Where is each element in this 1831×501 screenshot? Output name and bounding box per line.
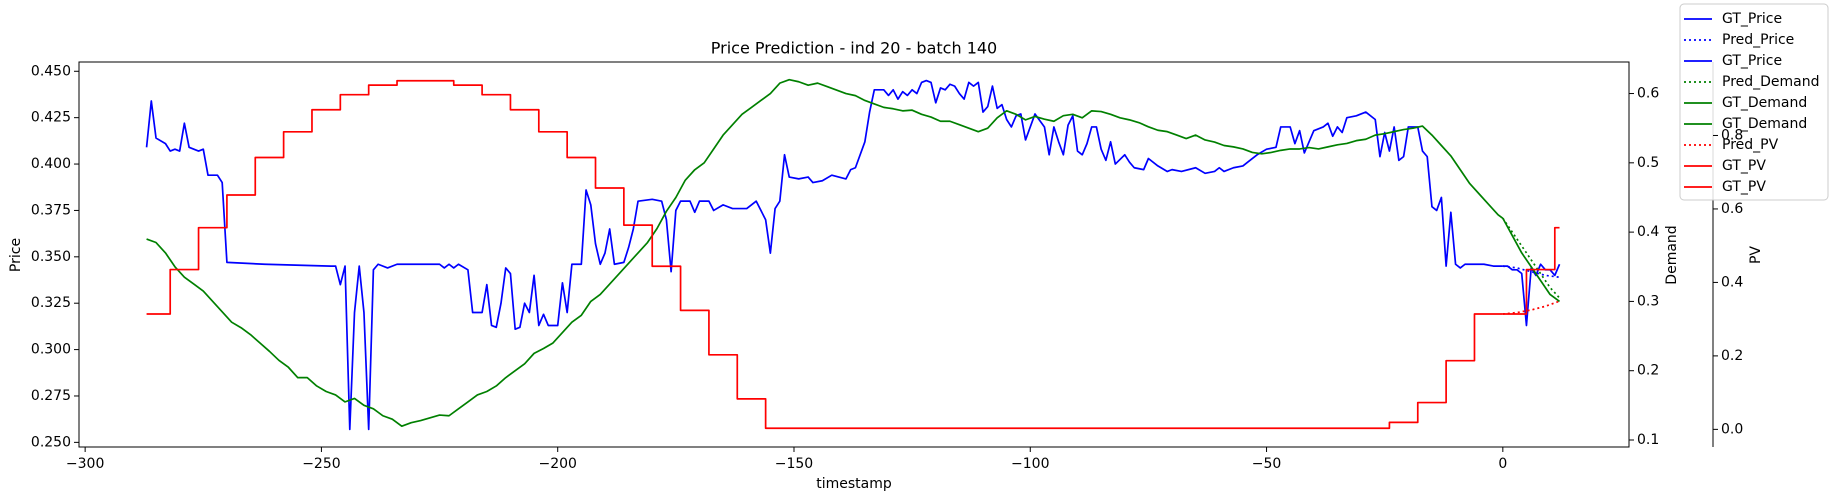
legend-label: GT_PV xyxy=(1722,158,1766,174)
legend-label: GT_Demand xyxy=(1722,116,1807,132)
chart-title: Price Prediction - ind 20 - batch 140 xyxy=(711,39,997,58)
legend-label: GT_Price xyxy=(1722,11,1782,27)
series-line xyxy=(1502,217,1561,303)
y-axis-label: Price xyxy=(8,238,24,272)
y3-tick-label: 0.8 xyxy=(1721,127,1743,143)
y-tick-label: 0.300 xyxy=(31,342,71,358)
y-tick-label: 0.275 xyxy=(31,388,71,404)
y-tick-label: 0.400 xyxy=(31,156,71,172)
y-tick-label: 0.325 xyxy=(31,295,71,311)
y2-tick-label: 0.2 xyxy=(1637,363,1659,379)
series-line xyxy=(146,78,1504,427)
x-tick-label: −100 xyxy=(1011,456,1049,472)
y2-tick-label: 0.4 xyxy=(1637,224,1659,240)
plot-area xyxy=(145,78,1561,431)
y-tick-label: 0.350 xyxy=(31,249,71,265)
series-line xyxy=(1502,217,1561,299)
x-tick-label: −250 xyxy=(302,456,340,472)
y2-axis-label: Demand xyxy=(1664,225,1680,284)
series-line xyxy=(1502,226,1560,315)
y-tick-label: 0.425 xyxy=(31,110,71,126)
legend-label: Pred_Price xyxy=(1722,32,1794,48)
y2-tick-label: 0.1 xyxy=(1637,432,1659,448)
y3-tick-label: 0.6 xyxy=(1721,201,1743,217)
x-tick-label: 0 xyxy=(1498,456,1507,472)
y2-tick-label: 0.5 xyxy=(1637,155,1659,171)
y2-tick-label: 0.3 xyxy=(1637,293,1659,309)
y2-tick-label: 0.6 xyxy=(1637,86,1659,102)
y-tick-label: 0.450 xyxy=(31,63,71,79)
legend-label: Pred_PV xyxy=(1722,137,1779,153)
y-tick-label: 0.250 xyxy=(31,434,71,450)
legend-label: GT_PV xyxy=(1722,179,1766,195)
legend-label: GT_Demand xyxy=(1722,95,1807,111)
legend-box xyxy=(1679,3,1829,201)
series-line xyxy=(145,79,1503,431)
series-line xyxy=(146,79,1503,430)
y3-axis-label: PV xyxy=(1748,246,1764,264)
x-axis-label: timestamp xyxy=(816,476,892,492)
y3-tick-label: 0.4 xyxy=(1721,274,1743,290)
legend-label: Pred_Demand xyxy=(1722,74,1820,90)
x-tick-label: −50 xyxy=(1252,456,1282,472)
x-tick-label: −300 xyxy=(66,456,104,472)
axes-frame xyxy=(78,61,1630,448)
x-tick-label: −150 xyxy=(775,456,813,472)
y-tick-label: 0.375 xyxy=(31,202,71,218)
legend: GT_Price Pred_Price GT_Price Pred_Demand GT_… xyxy=(1679,3,1829,201)
y3-tick-label: 0.0 xyxy=(1721,421,1743,437)
legend-label: GT_Price xyxy=(1722,53,1782,69)
x-tick-label: −200 xyxy=(538,456,576,472)
y3-tick-label: 0.2 xyxy=(1721,348,1743,364)
